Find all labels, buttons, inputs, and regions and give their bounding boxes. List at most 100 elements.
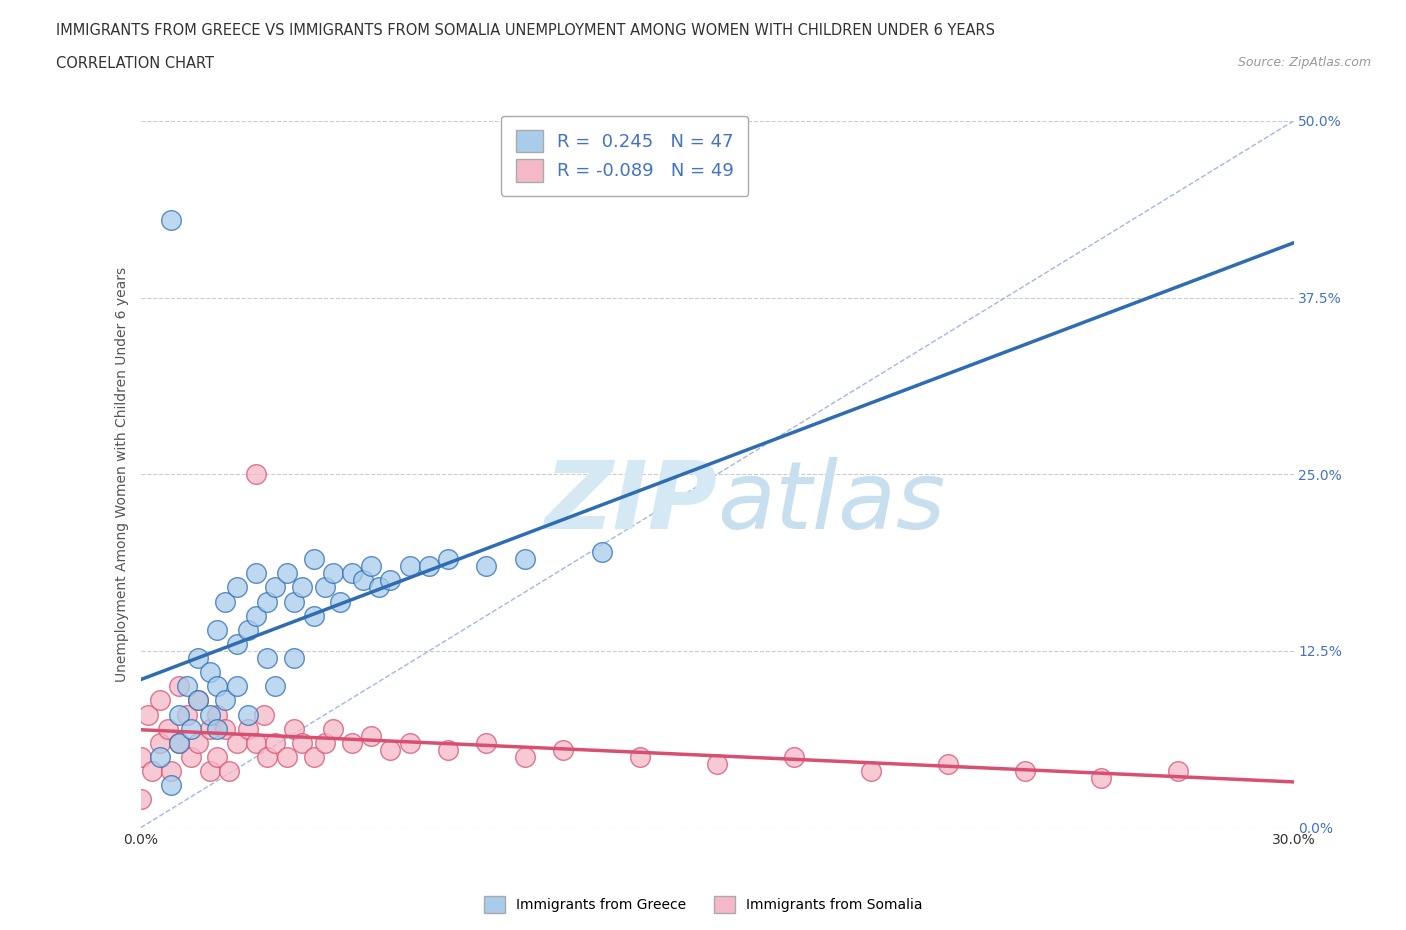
Y-axis label: Unemployment Among Women with Children Under 6 years: Unemployment Among Women with Children U… (115, 267, 129, 682)
Point (591, 545, 613, 560)
Point (245, 565, 267, 580)
Point (214, 722, 236, 737)
Point (225, 679, 247, 694)
Point (167, 736, 190, 751)
Point (398, 559, 420, 574)
Point (160, 212, 183, 227)
Point (136, 707, 159, 722)
Point (302, 551, 325, 566)
Point (238, 722, 260, 737)
Point (360, 559, 382, 574)
Point (380, 573, 402, 588)
Point (198, 665, 221, 680)
Point (322, 565, 344, 580)
Point (252, 707, 274, 722)
Point (207, 750, 229, 764)
Point (264, 736, 287, 751)
Point (207, 722, 229, 737)
Point (180, 722, 202, 737)
Text: CORRELATION CHART: CORRELATION CHART (56, 56, 214, 71)
Point (256, 651, 278, 666)
Point (187, 693, 209, 708)
Point (322, 722, 344, 737)
Point (225, 580, 247, 595)
Point (187, 693, 209, 708)
Point (207, 707, 229, 722)
Point (1014, 764, 1036, 778)
Point (437, 742, 460, 757)
Point (859, 764, 882, 778)
Point (1167, 764, 1189, 778)
Point (167, 736, 190, 751)
Point (314, 736, 336, 751)
Point (149, 736, 172, 751)
Point (129, 792, 152, 807)
Point (437, 551, 460, 566)
Point (167, 707, 190, 722)
Point (160, 764, 183, 778)
Point (283, 594, 305, 609)
Point (513, 551, 536, 566)
Point (283, 722, 305, 737)
Point (553, 742, 575, 757)
Point (264, 580, 287, 595)
Point (149, 750, 172, 764)
Point (176, 679, 198, 694)
Point (198, 722, 221, 737)
Point (367, 580, 389, 595)
Point (214, 693, 236, 708)
Point (1090, 771, 1112, 786)
Point (218, 764, 240, 778)
Point (245, 736, 267, 751)
Point (302, 750, 325, 764)
Point (314, 580, 336, 595)
Point (360, 728, 382, 743)
Point (160, 777, 183, 792)
Point (187, 651, 209, 666)
Point (291, 736, 314, 751)
Point (418, 559, 440, 574)
Text: ZIP: ZIP (544, 457, 717, 549)
Point (475, 736, 498, 751)
Point (256, 594, 278, 609)
Legend: R =  0.245   N = 47, R = -0.089   N = 49: R = 0.245 N = 47, R = -0.089 N = 49 (501, 116, 748, 196)
Point (207, 622, 229, 637)
Point (238, 622, 260, 637)
Point (783, 750, 806, 764)
Point (398, 736, 420, 751)
Point (207, 679, 229, 694)
Point (340, 736, 363, 751)
Point (141, 764, 163, 778)
Point (475, 559, 498, 574)
Point (225, 636, 247, 651)
Point (291, 580, 314, 595)
Point (256, 750, 278, 764)
Point (353, 573, 375, 588)
Point (302, 608, 325, 623)
Point (264, 679, 287, 694)
Point (380, 742, 402, 757)
Point (513, 750, 536, 764)
Point (936, 757, 959, 772)
Point (225, 736, 247, 751)
Point (214, 594, 236, 609)
Point (245, 608, 267, 623)
Point (167, 679, 190, 694)
Point (129, 750, 152, 764)
Point (276, 750, 298, 764)
Point (180, 750, 202, 764)
Point (329, 594, 352, 609)
Point (706, 757, 728, 772)
Point (628, 750, 651, 764)
Point (238, 707, 260, 722)
Point (187, 736, 209, 751)
Legend: Immigrants from Greece, Immigrants from Somalia: Immigrants from Greece, Immigrants from … (478, 890, 928, 919)
Point (198, 707, 221, 722)
Point (340, 565, 363, 580)
Point (198, 764, 221, 778)
Text: atlas: atlas (717, 457, 945, 548)
Point (276, 565, 298, 580)
Point (149, 693, 172, 708)
Point (156, 722, 179, 737)
Point (176, 707, 198, 722)
